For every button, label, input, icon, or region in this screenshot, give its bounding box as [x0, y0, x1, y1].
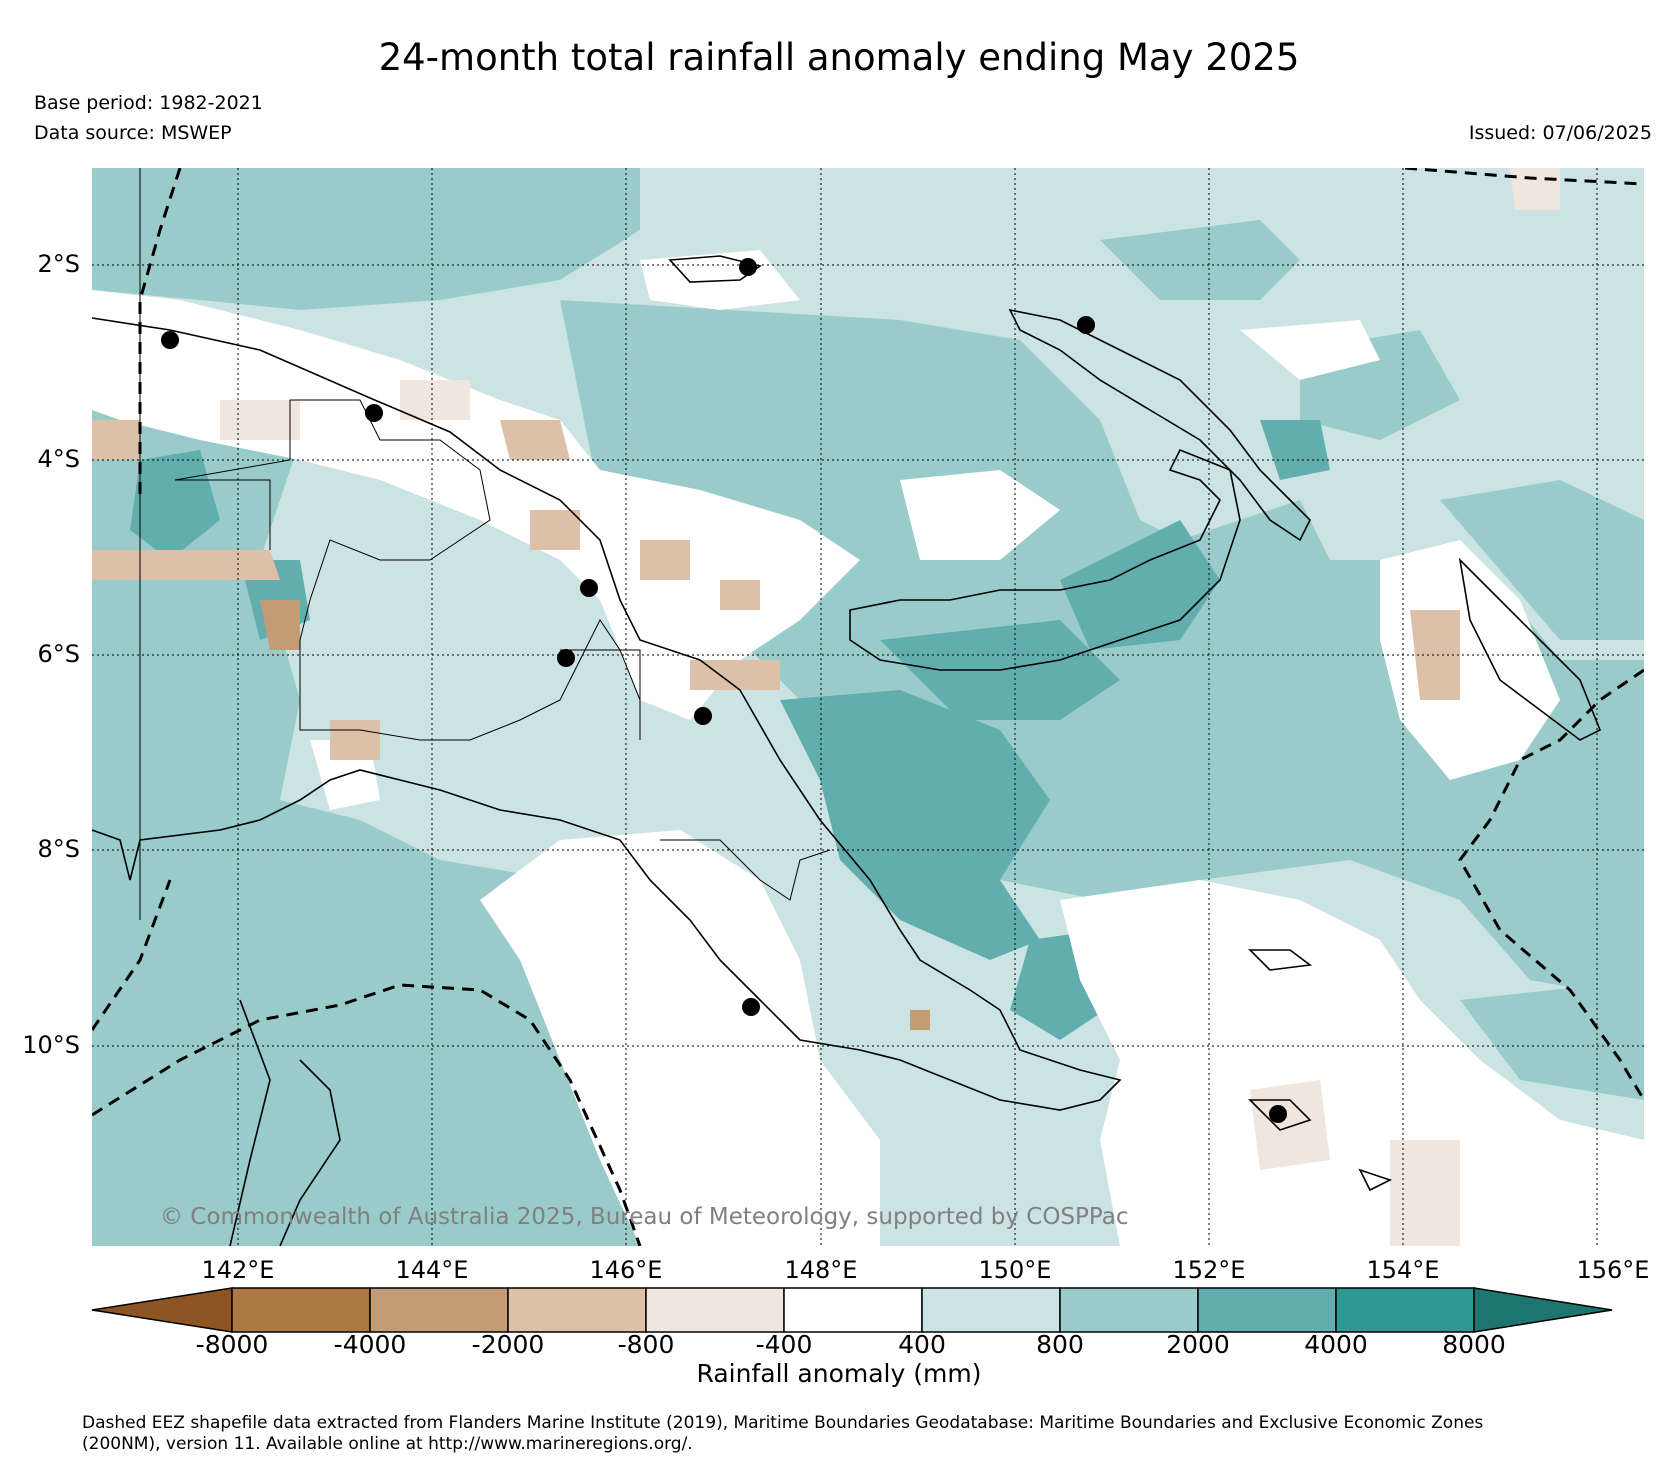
lat-label-4s: 4°S	[37, 445, 80, 473]
colorbar-tick-label: 800	[1036, 1330, 1084, 1359]
lat-label-6s: 6°S	[37, 640, 80, 668]
station-marker	[365, 404, 383, 422]
lon-label-154e: 154°E	[1366, 1256, 1440, 1284]
footnote-line-2: (200NM), version 11. Available online at…	[82, 1434, 693, 1454]
footnote: Dashed EEZ shapefile data extracted from…	[82, 1413, 1672, 1455]
colorbar-tick-label: -4000	[333, 1330, 407, 1359]
province-borders	[139, 168, 831, 920]
map-title: 24-month total rainfall anomaly ending M…	[378, 36, 1300, 79]
colorbar	[91, 1287, 1613, 1333]
graticule	[92, 168, 1644, 1246]
data-source-text: Data source: MSWEP	[34, 122, 232, 144]
lat-label-8s: 8°S	[37, 835, 80, 863]
lon-label-148e: 148°E	[784, 1256, 858, 1284]
footnote-line-1: Dashed EEZ shapefile data extracted from…	[82, 1413, 1484, 1433]
colorbar-tick-label: -2000	[471, 1330, 545, 1359]
station-marker	[1077, 316, 1095, 334]
colorbar-tick-label: -400	[755, 1330, 813, 1359]
station-marker	[161, 331, 179, 349]
station-markers	[161, 258, 1287, 1123]
station-marker	[1269, 1105, 1287, 1123]
lon-label-156e: 156°E	[1576, 1256, 1650, 1284]
map-plot-area	[92, 168, 1644, 1246]
colorbar-tick-label: 4000	[1304, 1330, 1368, 1359]
lat-label-2s: 2°S	[37, 250, 80, 278]
colorbar-title: Rainfall anomaly (mm)	[696, 1359, 982, 1388]
colorbar-extend-low	[91, 1287, 233, 1333]
lon-label-152e: 152°E	[1172, 1256, 1246, 1284]
station-marker	[742, 998, 760, 1016]
station-marker	[739, 258, 757, 276]
colorbar-tick-label: -800	[617, 1330, 675, 1359]
issued-date-text: Issued: 07/06/2025	[1468, 122, 1652, 144]
station-marker	[557, 649, 575, 667]
lon-label-150e: 150°E	[978, 1256, 1052, 1284]
station-marker	[694, 707, 712, 725]
base-period-text: Base period: 1982-2021	[34, 92, 263, 114]
copyright-text: © Commonwealth of Australia 2025, Bureau…	[160, 1204, 1129, 1230]
lon-label-144e: 144°E	[395, 1256, 469, 1284]
lat-label-10s: 10°S	[22, 1031, 80, 1059]
colorbar-tick-label: 8000	[1442, 1330, 1506, 1359]
colorbar-extend-high	[1473, 1287, 1613, 1333]
colorbar-tick-label: 2000	[1166, 1330, 1230, 1359]
station-marker	[580, 579, 598, 597]
coastlines	[92, 255, 1602, 1246]
colorbar-tick-label: -8000	[195, 1330, 269, 1359]
eez-boundaries	[92, 168, 1644, 1246]
colorbar-tick-label: 400	[898, 1330, 946, 1359]
lon-label-146e: 146°E	[589, 1256, 663, 1284]
lon-label-142e: 142°E	[201, 1256, 275, 1284]
